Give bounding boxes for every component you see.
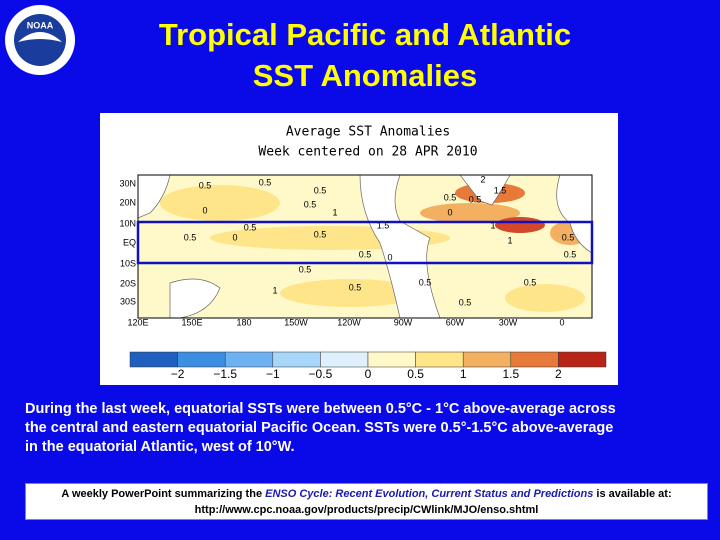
lat-label: 20S <box>120 278 136 288</box>
contour-label: 1 <box>332 207 337 217</box>
contour-label: 0.5 <box>244 222 257 232</box>
colorbar-swatch <box>272 351 321 368</box>
colorbar-label: 2 <box>555 367 562 381</box>
contour-label: 0.5 <box>524 277 537 287</box>
footer: A weekly PowerPoint summarizing the ENSO… <box>25 483 708 520</box>
contour-label: 0.5 <box>459 297 472 307</box>
colorbar-label: −1 <box>266 367 280 381</box>
colorbar-swatch <box>320 351 369 368</box>
field-blob <box>420 203 520 223</box>
colorbar-swatch <box>415 351 464 368</box>
contour-label: 0 <box>447 207 452 217</box>
land <box>137 174 171 219</box>
contour-label: 0.5 <box>419 277 432 287</box>
colorbar-label: −1.5 <box>213 367 237 381</box>
field-blob <box>280 279 420 307</box>
contour-label: 0.5 <box>564 249 577 259</box>
logo: NOAA <box>5 5 75 75</box>
contour-label: 0 <box>232 232 237 242</box>
map-title: Average SST Anomalies <box>286 125 450 140</box>
contour-label: 0.5 <box>184 232 197 242</box>
sst-map: Average SST Anomalies Week centered on 2… <box>100 113 618 385</box>
colorbar-label: −0.5 <box>309 367 333 381</box>
colorbar-swatch <box>224 351 274 368</box>
footer-url[interactable]: http://www.cpc.noaa.gov/products/precip/… <box>194 504 539 516</box>
lon-label: 90W <box>394 317 413 327</box>
title: Tropical Pacific and Atlantic SST Anomal… <box>100 14 630 96</box>
description: During the last week, equatorial SSTs we… <box>25 400 616 457</box>
logo-core <box>14 14 66 66</box>
lat-label: 30S <box>120 296 136 306</box>
lon-label: 0 <box>559 317 564 327</box>
colorbar-label: 1.5 <box>502 367 519 381</box>
colorbar-swatch <box>558 351 607 368</box>
contour-label: 0.5 <box>199 180 212 190</box>
lat-label: EQ <box>123 237 136 247</box>
footer-text: A weekly PowerPoint summarizing the <box>61 488 266 500</box>
description-line: the central and eastern equatorial Pacif… <box>25 420 614 436</box>
contour-label: 0 <box>387 252 392 262</box>
colorbar-swatch <box>462 351 512 368</box>
colorbar-label: 1 <box>460 367 467 381</box>
lon-label: 120W <box>337 317 361 327</box>
field-blob <box>160 185 280 221</box>
footer-text: is available at: <box>593 488 672 500</box>
logo-bird <box>18 32 62 42</box>
field-blob <box>505 284 585 312</box>
contour-label: 0.5 <box>314 229 327 239</box>
contour-label: 0 <box>202 205 207 215</box>
colorbar-swatch <box>367 351 416 368</box>
title-line: Tropical Pacific and Atlantic <box>158 17 572 52</box>
contour-label: 0.5 <box>359 249 372 259</box>
contour-label: 1.5 <box>377 220 390 230</box>
footer-link-text: ENSO Cycle: Recent Evolution, Current St… <box>265 488 594 500</box>
lon-label: 150E <box>181 317 202 327</box>
lon-label: 60W <box>446 317 465 327</box>
contour-label: 0.5 <box>349 282 362 292</box>
lat-label: 30N <box>119 178 136 188</box>
contour-label: 0.5 <box>299 264 312 274</box>
field-blob <box>495 217 545 233</box>
colorbar-label: 0 <box>365 367 372 381</box>
colorbar-label: 0.5 <box>407 367 424 381</box>
contour-label: 0.5 <box>562 232 575 242</box>
land <box>169 278 221 319</box>
lat-label: 20N <box>119 197 136 207</box>
description-line: During the last week, equatorial SSTs we… <box>25 401 616 417</box>
contour-label: 1 <box>490 220 495 230</box>
description-line: in the equatorial Atlantic, west of 10°W… <box>25 439 295 455</box>
contour-label: 0.5 <box>469 194 482 204</box>
nino-box <box>136 220 594 265</box>
contour-label: 0.5 <box>444 192 457 202</box>
logo-text: NOAA <box>27 20 54 30</box>
map-field <box>136 174 594 319</box>
map-subtitle: Week centered on 28 APR 2010 <box>258 145 477 160</box>
lon-label: 180 <box>236 317 251 327</box>
colorbar-label: −2 <box>171 367 185 381</box>
contour-label: 0.5 <box>259 177 272 187</box>
colorbar-swatch <box>177 351 226 368</box>
contour-label: 1 <box>272 285 277 295</box>
lat-label: 10S <box>120 258 136 268</box>
lat-label: 10N <box>119 218 136 228</box>
lon-label: 120E <box>127 317 148 327</box>
contour-label: 0.5 <box>304 199 317 209</box>
contour-label: 0.5 <box>314 185 327 195</box>
lon-label: 30W <box>499 317 518 327</box>
land <box>459 174 511 206</box>
contour-label: 2 <box>480 174 485 184</box>
colorbar-swatch <box>510 351 559 368</box>
title-line: SST Anomalies <box>252 58 478 93</box>
lon-label: 150W <box>284 317 308 327</box>
contour-label: 1.5 <box>494 185 507 195</box>
colorbar-swatch <box>129 351 178 368</box>
contour-label: 1 <box>507 235 512 245</box>
